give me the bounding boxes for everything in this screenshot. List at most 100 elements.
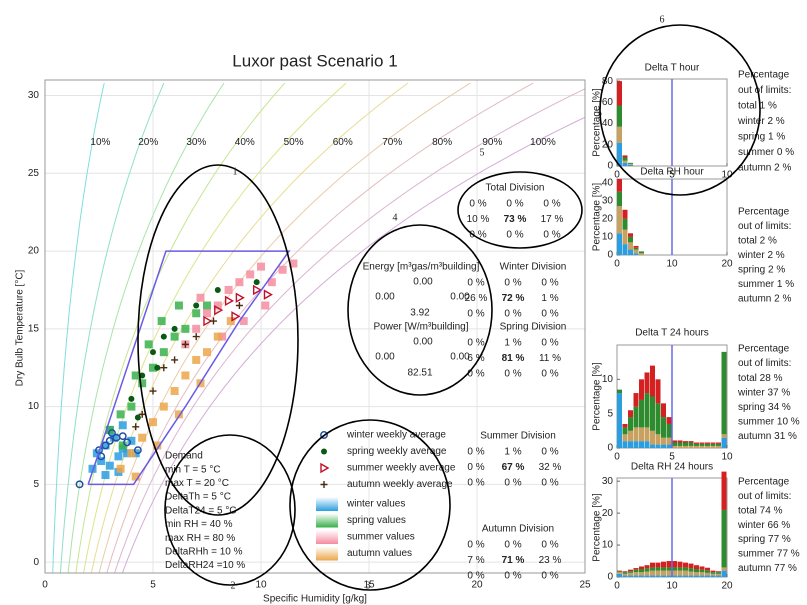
hist-bar: [666, 575, 672, 577]
weekly-average: [75, 480, 84, 489]
rh-curve: [67, 82, 225, 573]
value-cell: [153, 441, 162, 450]
hist-bar: [716, 573, 721, 576]
hist-note: total 2 %: [738, 236, 777, 247]
division-cell: 1 %: [541, 293, 558, 304]
hist-bar: [699, 445, 705, 448]
division-cell: 0 %: [541, 540, 558, 551]
division-cell: 0 %: [543, 230, 560, 241]
legend-swatch: [316, 513, 338, 528]
hist-bar: [721, 351, 727, 435]
value-cell: [181, 371, 190, 380]
hist-bar: [628, 575, 633, 577]
hist-note: spring 1 %: [738, 132, 785, 143]
hist-bar: [683, 575, 688, 577]
y-tick-label: 40: [602, 177, 614, 188]
hist-bar: [617, 142, 622, 166]
hist-bar: [628, 164, 633, 166]
hist-bar: [716, 443, 721, 446]
hist-bar: [699, 442, 705, 444]
hist-bar: [705, 572, 710, 576]
division-cell: 26 %: [465, 293, 488, 304]
division-cell: 0 %: [504, 571, 521, 582]
weekly-average: [181, 340, 189, 348]
division-cell: 81 %: [502, 353, 525, 364]
hist-bar: [677, 445, 683, 448]
division-title: Spring Division: [500, 322, 567, 333]
weekly-average: [150, 349, 156, 356]
hist-bar: [672, 445, 677, 448]
hist-bar: [628, 162, 633, 164]
weekly-average: [231, 311, 241, 322]
hist-bar: [633, 441, 639, 448]
division-cell: 0 %: [467, 571, 484, 582]
hist-bar: [644, 565, 650, 569]
hist-note: out of limits:: [738, 221, 791, 232]
value-cell: [131, 472, 140, 481]
hist-title: Delta RH hour: [640, 167, 704, 178]
value-cell: [196, 293, 205, 302]
hist-bar: [633, 406, 639, 428]
hist-bar: [639, 575, 644, 577]
hist-bar: [655, 575, 661, 577]
y-tick-label: 0: [607, 161, 613, 172]
division-title: Winter Division: [500, 262, 567, 273]
division-title: Autumn Division: [482, 524, 554, 535]
hist-bar: [644, 568, 650, 572]
hist-bar: [688, 563, 694, 569]
hist-bar: [622, 571, 628, 573]
weekly-average: [132, 423, 140, 431]
hist-bar: [699, 575, 705, 577]
y-axis-label: Dry Bulb Temperature [°C]: [15, 269, 26, 386]
legend-swatch: [316, 546, 338, 561]
hist-bar: [710, 442, 716, 444]
hist-bar: [721, 570, 727, 577]
hist-bar: [694, 569, 699, 573]
hist-bar: [694, 565, 699, 570]
hist-bar: [677, 567, 683, 571]
value-cell: [170, 332, 179, 341]
hist-bar: [650, 396, 655, 431]
hist-bar: [672, 442, 677, 446]
hist-title: Delta T hour: [645, 63, 700, 74]
hist-bar: [699, 566, 705, 570]
hist-note: winter 2 %: [737, 116, 785, 127]
value-cell: [159, 402, 168, 411]
division-cell: 71 %: [502, 555, 525, 566]
hist-bar: [628, 441, 633, 448]
hist-bar: [716, 442, 721, 444]
hist-bar: [617, 81, 622, 106]
x-tick-label: 0: [42, 580, 48, 591]
value-cell: [181, 324, 190, 333]
hist-bar: [639, 572, 644, 576]
hist-bar: [622, 229, 628, 245]
hist-bar: [661, 561, 666, 568]
y-tick-label: 5: [607, 408, 613, 419]
hist-bar: [683, 445, 688, 448]
division-cell: 6 %: [467, 353, 484, 364]
weekly-average: [160, 364, 168, 372]
rh-curve: [114, 88, 585, 573]
hist-note: winter 66 %: [737, 520, 790, 531]
division-cell: 17 %: [541, 214, 564, 225]
hist-bar: [655, 567, 661, 571]
weekly-average: [118, 432, 127, 441]
division-title: Summer Division: [480, 431, 556, 442]
x-tick-label: 5: [669, 452, 675, 463]
value-cell: [170, 387, 179, 396]
hist-note: Percentage: [738, 477, 790, 488]
hist-bar: [617, 393, 622, 448]
division-cell: 73 %: [504, 214, 527, 225]
hist-note: spring 34 %: [738, 402, 791, 413]
hist-note: Percentage: [738, 207, 790, 218]
y-tick-label: 15: [28, 323, 40, 334]
annotation-ellipse: [164, 434, 296, 586]
division-cell: 0 %: [504, 540, 521, 551]
value-cell: [88, 464, 97, 473]
hist-y-label: Percentage [%]: [592, 493, 603, 562]
annotation-number: 1: [233, 166, 238, 177]
hist-bar: [644, 571, 650, 576]
hist-bar: [650, 567, 655, 571]
hist-bar: [694, 442, 699, 444]
hist-bar: [688, 441, 694, 443]
